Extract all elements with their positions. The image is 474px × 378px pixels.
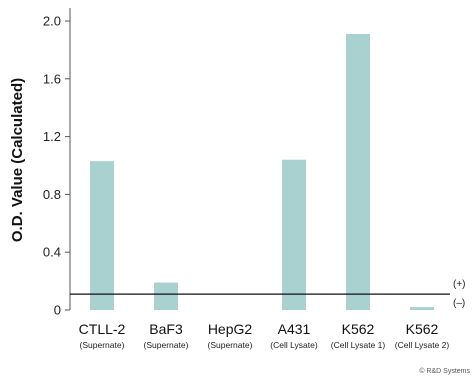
y-tick-label: 1.6 (43, 71, 61, 86)
bars (90, 34, 434, 310)
x-category-label: CTLL-2 (79, 321, 126, 337)
bar-1 (154, 282, 178, 310)
x-category-label: K562 (342, 321, 375, 337)
x-category-label: A431 (278, 321, 311, 337)
x-category-label: K562 (406, 321, 439, 337)
bar-0 (90, 161, 114, 310)
cutoff-negative-label: (–) (453, 298, 465, 309)
copyright-credit: © R&D Systems (419, 367, 470, 375)
x-category-label: HepG2 (208, 321, 253, 337)
x-subcategory-label: (Supernate) (144, 340, 189, 350)
x-subcategory-label: (Cell Lysate) (270, 340, 318, 350)
x-category-label: BaF3 (149, 321, 183, 337)
bar-3 (282, 159, 306, 310)
y-tick-label: 1.2 (43, 129, 61, 144)
cutoff-positive-label: (+) (453, 279, 466, 290)
x-subcategory-label: (Cell Lysate 1) (331, 340, 386, 350)
y-tick-label: 0 (54, 303, 61, 318)
x-axis-labels: CTLL-2 (Supernate) BaF3 (Supernate) HepG2 (Su… (79, 321, 450, 350)
bar-5 (410, 307, 434, 310)
bar-4 (346, 34, 370, 310)
x-subcategory-label: (Cell Lysate 2) (395, 340, 450, 350)
y-tick-label: 0.8 (43, 187, 61, 202)
y-axis-ticks: 0 0.4 0.8 1.2 1.6 2.0 (43, 14, 70, 318)
y-tick-label: 0.4 (43, 245, 61, 260)
x-subcategory-label: (Supernate) (208, 340, 253, 350)
x-subcategory-label: (Supernate) (80, 340, 125, 350)
y-axis-label: O.D. Value (Calculated) (9, 78, 26, 242)
y-tick-label: 2.0 (43, 14, 61, 29)
